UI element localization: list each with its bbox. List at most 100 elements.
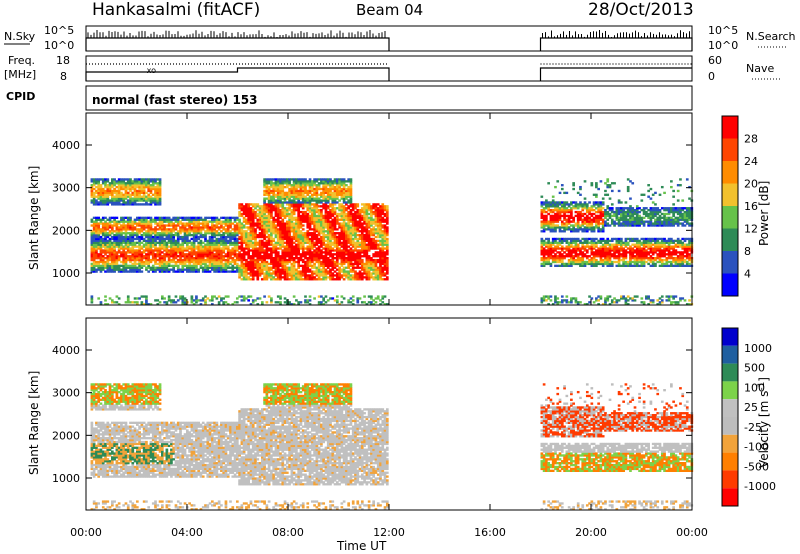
- heat-cell: [190, 237, 194, 241]
- heat-cell: [372, 272, 376, 275]
- heat-cell: [324, 276, 328, 279]
- heat-cell: [301, 268, 305, 271]
- heat-cell: [154, 245, 157, 248]
- heat-cell: [110, 189, 114, 193]
- heat-cell: [288, 241, 291, 244]
- heat-cell: [306, 268, 310, 271]
- heat-cell: [308, 257, 312, 260]
- heat-cell: [263, 185, 266, 189]
- heat-cell: [267, 180, 271, 183]
- heat-cell: [315, 247, 319, 250]
- heat-cell: [104, 232, 107, 235]
- heat-cell: [179, 247, 182, 250]
- heat-cell: [179, 268, 182, 271]
- heat-cell: [110, 195, 114, 198]
- heat-cell: [301, 180, 305, 183]
- heat-cell: [108, 232, 112, 235]
- heat-cell: [379, 272, 382, 275]
- heat-cell: [106, 193, 110, 196]
- heat-cell: [176, 247, 180, 250]
- heat-cell: [335, 195, 339, 198]
- heat-cell: [370, 301, 373, 304]
- heat-cell: [120, 220, 123, 223]
- heat-cell: [120, 203, 123, 206]
- heat-cell: [254, 205, 257, 208]
- heat-cell: [379, 226, 382, 229]
- heat-cell: [204, 260, 207, 264]
- heat-cell: [140, 180, 144, 183]
- heat-cell: [147, 260, 151, 264]
- heat-cell: [349, 180, 353, 183]
- heat-cell: [315, 258, 319, 262]
- heat-cell: [145, 243, 148, 246]
- heat-cell: [233, 216, 237, 219]
- heat-cell: [249, 218, 253, 221]
- heat-cell: [158, 197, 162, 200]
- heat-cell: [322, 239, 326, 243]
- heat-cell: [290, 178, 294, 181]
- heat-cell: [160, 257, 164, 260]
- heat-cell: [345, 195, 348, 198]
- heat-cell: [160, 295, 164, 298]
- heat-cell: [367, 255, 371, 258]
- heat-cell: [297, 253, 301, 256]
- heat-cell: [156, 218, 160, 221]
- heat-cell: [145, 232, 148, 235]
- heat-cell: [224, 218, 228, 221]
- heat-cell: [306, 220, 310, 223]
- heat-cell: [138, 232, 141, 235]
- heat-cell: [201, 241, 205, 244]
- heat-cell: [106, 201, 110, 204]
- heat-cell: [320, 182, 323, 185]
- heat-cell: [104, 222, 107, 225]
- heat-cell: [306, 207, 310, 210]
- heat-cell: [247, 268, 251, 271]
- heat-cell: [308, 260, 312, 264]
- heat-cell: [367, 295, 371, 298]
- heat-cell: [306, 253, 310, 256]
- heat-cell: [272, 178, 276, 181]
- heat-cell: [281, 224, 285, 227]
- heat-cell: [276, 237, 280, 241]
- heat-cell: [265, 180, 269, 183]
- heat-cell: [292, 195, 296, 198]
- heat-cell: [122, 251, 126, 254]
- heat-cell: [342, 207, 346, 210]
- heat-cell: [310, 235, 314, 239]
- heat-cell: [322, 241, 326, 244]
- heat-cell: [145, 235, 148, 239]
- heat-cell: [226, 295, 230, 298]
- heat-cell: [147, 222, 151, 225]
- heat-cell: [176, 258, 180, 262]
- heat-cell: [331, 197, 335, 200]
- heat-cell: [365, 228, 369, 231]
- heat-cell: [229, 249, 232, 252]
- heat-cell: [276, 241, 280, 244]
- heat-cell: [122, 270, 126, 273]
- heat-cell: [163, 218, 166, 221]
- heat-cell: [270, 274, 273, 277]
- heat-cell: [247, 214, 251, 218]
- heat-cell: [172, 247, 176, 250]
- heat-cell: [306, 226, 310, 229]
- heat-cell: [226, 255, 230, 258]
- heat-cell: [351, 253, 355, 256]
- heat-cell: [222, 268, 226, 271]
- heat-cell: [108, 224, 112, 227]
- heat-cell: [92, 241, 96, 244]
- heat-cell: [172, 241, 176, 244]
- heat-cell: [242, 258, 246, 262]
- heat-cell: [140, 245, 144, 248]
- heat-cell: [340, 295, 344, 298]
- heat-cell: [97, 237, 101, 241]
- heat-cell: [276, 247, 280, 250]
- heat-cell: [247, 295, 251, 298]
- heat-cell: [172, 268, 176, 271]
- heat-cell: [274, 249, 278, 252]
- heat-cell: [331, 255, 335, 258]
- heat-cell: [376, 222, 380, 225]
- heat-cell: [140, 230, 144, 233]
- heat-cell: [351, 295, 355, 298]
- heat-cell: [138, 239, 141, 243]
- heat-cell: [345, 189, 348, 193]
